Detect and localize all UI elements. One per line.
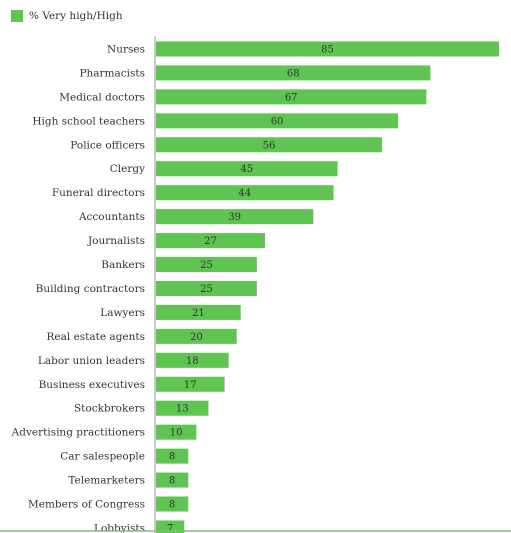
data-label: 85 bbox=[321, 44, 334, 55]
data-label: 39 bbox=[228, 212, 241, 223]
bar bbox=[156, 448, 189, 464]
data-label: 25 bbox=[200, 260, 213, 271]
data-label: 8 bbox=[169, 452, 175, 463]
bar bbox=[156, 41, 499, 57]
data-label: 18 bbox=[186, 356, 199, 367]
bar bbox=[156, 137, 382, 153]
bar bbox=[156, 113, 399, 129]
data-label: 17 bbox=[184, 380, 197, 391]
legend-label: % Very high/High bbox=[29, 10, 123, 22]
legend-swatch bbox=[11, 10, 23, 22]
category-label: Nurses bbox=[107, 43, 145, 55]
bar bbox=[156, 352, 229, 368]
category-label: Accountants bbox=[78, 211, 145, 223]
data-label: 68 bbox=[287, 68, 300, 79]
category-label: Building contractors bbox=[36, 283, 145, 295]
category-label: Advertising practitioners bbox=[11, 427, 145, 439]
category-label: Labor union leaders bbox=[38, 355, 145, 367]
bar bbox=[156, 400, 209, 416]
bar bbox=[156, 233, 265, 249]
category-label: Clergy bbox=[110, 163, 145, 175]
bar bbox=[156, 496, 189, 512]
bar bbox=[156, 280, 257, 296]
category-label: Stockbrokers bbox=[74, 403, 145, 415]
data-label: 21 bbox=[192, 308, 205, 319]
data-label: 25 bbox=[200, 284, 213, 295]
bar bbox=[156, 209, 314, 225]
category-label: Bankers bbox=[101, 259, 145, 271]
category-label: Funeral directors bbox=[52, 187, 145, 199]
data-label: 27 bbox=[204, 236, 217, 247]
category-label: Telemarketers bbox=[68, 475, 145, 487]
data-label: 45 bbox=[240, 164, 253, 175]
legend: % Very high/High bbox=[11, 9, 123, 23]
bar bbox=[156, 161, 338, 177]
data-label: 13 bbox=[176, 404, 189, 415]
data-label: 67 bbox=[285, 92, 298, 103]
category-label: Business executives bbox=[39, 379, 145, 391]
bar bbox=[156, 424, 197, 440]
data-label: 10 bbox=[170, 428, 183, 439]
category-label: Lawyers bbox=[100, 307, 145, 319]
data-label: 8 bbox=[169, 476, 175, 487]
category-label: Real estate agents bbox=[47, 331, 146, 343]
data-label: 44 bbox=[238, 188, 251, 199]
bar bbox=[156, 89, 427, 105]
bar bbox=[156, 520, 185, 533]
data-label: 7 bbox=[167, 523, 173, 533]
category-label: High school teachers bbox=[32, 115, 145, 127]
category-label: Car salespeople bbox=[60, 451, 145, 463]
data-label: 60 bbox=[271, 116, 284, 127]
category-label: Police officers bbox=[70, 139, 145, 151]
bar bbox=[156, 257, 257, 273]
category-label: Lobbyists bbox=[94, 522, 145, 533]
category-label: Pharmacists bbox=[79, 67, 145, 79]
bar bbox=[156, 185, 334, 201]
category-label: Journalists bbox=[87, 235, 145, 247]
bar bbox=[156, 328, 237, 344]
bar bbox=[156, 376, 225, 392]
category-label: Members of Congress bbox=[28, 499, 145, 511]
data-label: 56 bbox=[263, 140, 276, 151]
bar bbox=[156, 472, 189, 488]
bar bbox=[156, 304, 241, 320]
category-label: Medical doctors bbox=[59, 91, 145, 103]
data-label: 8 bbox=[169, 500, 175, 511]
data-label: 20 bbox=[190, 332, 203, 343]
bar bbox=[156, 65, 431, 81]
